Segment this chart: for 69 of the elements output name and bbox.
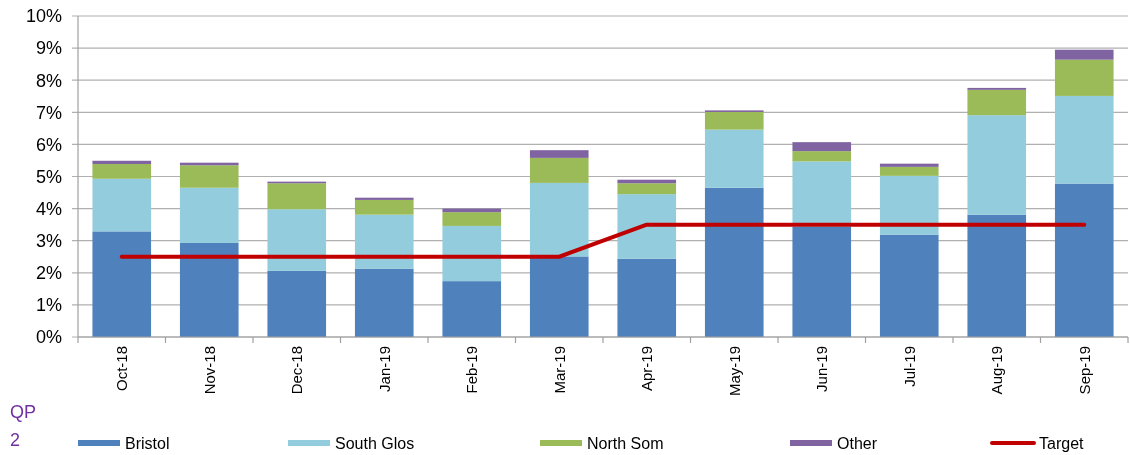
bar [92,163,152,179]
bar [354,214,414,269]
bar [267,183,327,210]
x-tick-label: Sep-19 [1075,346,1093,395]
bar [92,160,152,164]
x-tick-label: Apr-19 [638,346,655,392]
bar [1054,183,1114,337]
bar [267,209,327,271]
bar [704,187,764,337]
y-tick-label: 0% [35,327,62,348]
bar [442,225,502,282]
bar [1054,49,1114,60]
y-tick-label: 4% [35,198,62,219]
y-tick-label: 5% [35,166,62,187]
bar [529,150,589,158]
x-tick-label: Dec-18 [288,346,305,395]
bar [92,231,152,337]
bar [792,151,852,162]
bar [967,214,1027,337]
y-tick-label: 1% [35,295,62,316]
legend-label: Bristol [125,434,170,452]
y-tick-label: 10% [25,6,62,27]
bar [354,199,414,215]
bar [879,234,939,337]
x-tick-label: Nov-18 [200,346,218,395]
legend-label: Other [837,434,878,452]
bar [1054,59,1114,96]
bar [967,115,1027,215]
x-tick-label: May-19 [725,346,743,397]
bar [879,166,939,176]
y-tick-label: 9% [35,38,62,59]
bar [879,163,939,167]
legend-label: South Glos [335,434,415,452]
bar [617,258,677,337]
bar [179,165,239,188]
legend-label: Target [1039,434,1085,452]
bar [442,212,502,226]
bar [529,157,589,183]
bar [529,182,589,257]
bar [529,256,589,337]
bar [442,281,502,337]
bar [92,178,152,232]
legend-label: North Som [587,434,664,452]
bar [617,183,677,195]
bar [617,194,677,259]
y-tick-label: 6% [35,134,62,155]
bar [179,187,239,243]
bar [792,142,852,152]
y-tick-label: 8% [35,70,62,91]
x-tick-label: Jul-19 [900,346,918,387]
bar [704,129,764,188]
bar [792,226,852,337]
y-tick-label: 2% [35,263,62,284]
x-tick-label: Aug-19 [988,346,1005,395]
y-tick-label: 3% [35,231,62,251]
x-tick-label: Feb-19 [463,346,480,394]
y-tick-label: 7% [35,102,62,123]
bar [967,89,1027,116]
x-tick-label: Oct-18 [113,346,130,392]
x-tick-label: Jun-19 [813,346,830,392]
bar [267,270,327,337]
bar [879,175,939,235]
bar [179,242,239,337]
x-tick-label: Jan-19 [375,346,393,392]
bar [704,111,764,130]
text: QP 2 [10,402,37,450]
bar [1054,95,1114,184]
bar [354,268,414,337]
x-tick-label: Mar-19 [550,346,568,394]
